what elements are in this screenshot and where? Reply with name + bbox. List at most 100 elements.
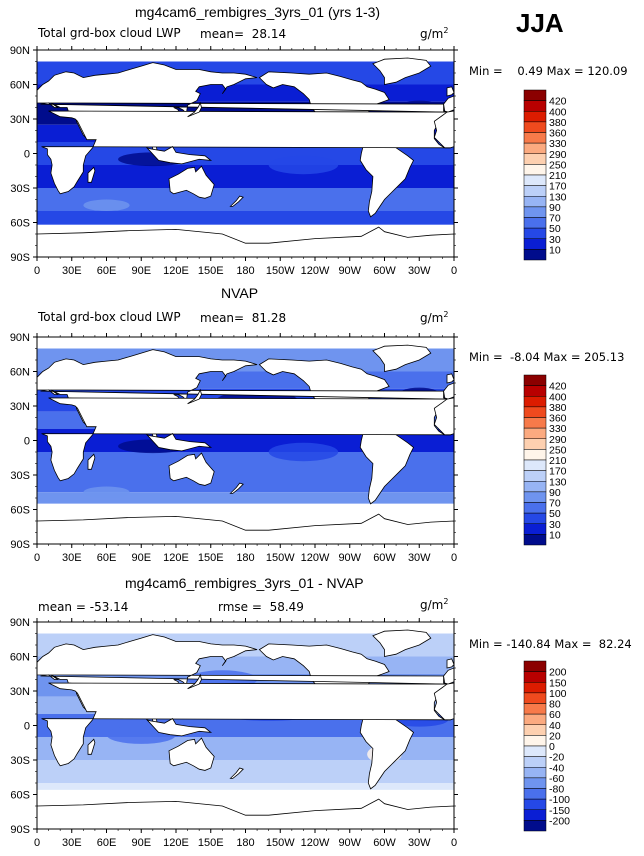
min-label: Min = — [469, 637, 503, 651]
continent-new-zealand — [229, 482, 244, 494]
lon-tick-label: 120E — [163, 837, 189, 849]
continent-uk — [446, 86, 454, 97]
continent-africa-west — [433, 110, 454, 149]
colorbar-label: 90 — [549, 487, 561, 499]
colorbar-swatch — [523, 89, 547, 101]
colorbar-label: 360 — [549, 128, 567, 140]
colorbar-swatch — [523, 809, 547, 821]
colorbar-swatch — [523, 660, 547, 672]
lon-tick-label: 30E — [62, 552, 82, 564]
units-sup: 2 — [443, 597, 449, 606]
max-value: 82.24 — [598, 637, 632, 651]
colorbar-swatch — [523, 111, 547, 123]
colorbar-swatch — [523, 217, 547, 229]
lon-tick-label: 150W — [266, 552, 295, 564]
colorbar-swatch — [523, 427, 547, 439]
colorbar-swatch — [523, 417, 547, 429]
colorbar-label: 290 — [549, 434, 567, 446]
map-plot-area — [37, 622, 454, 829]
max-label: Max = — [543, 350, 581, 364]
units-text: g/m — [420, 311, 444, 325]
lat-tick-label: 30S — [10, 183, 30, 195]
max-value: 120.09 — [587, 64, 628, 78]
colorbar-label: -40 — [549, 762, 564, 774]
lon-tick-label: 120E — [163, 552, 189, 564]
continent-japan — [187, 673, 202, 690]
continent-south-america — [359, 140, 415, 218]
colorbar-swatch — [523, 142, 547, 154]
continent-japan — [187, 101, 202, 118]
colorbar-label: 400 — [549, 391, 567, 403]
colorbar-swatch — [523, 227, 547, 239]
min-label: Min = — [469, 64, 503, 78]
colorbar-label: 100 — [549, 688, 567, 700]
continent-antarctica — [37, 226, 454, 257]
min-max-readout: Min = 0.49 Max = 120.09 — [469, 64, 628, 78]
colorbar-label: -100 — [549, 794, 570, 806]
min-value: 0.49 — [517, 64, 543, 78]
colorbar-swatch — [523, 132, 547, 144]
lat-tick-label: 90N — [10, 617, 30, 629]
colorbar-label: 170 — [549, 181, 567, 193]
colorbar-3: 200150100806040200-20-40-60-80-100-150-2… — [523, 660, 570, 832]
continent-greenland — [372, 57, 432, 85]
colorbar-label: 70 — [549, 213, 561, 225]
lon-tick-label: 90E — [131, 837, 151, 849]
mean-label: mean = -53.14 — [38, 600, 128, 614]
continent-new-zealand — [229, 767, 244, 779]
colorbar-swatch — [523, 745, 547, 757]
continent-indonesia — [145, 718, 213, 737]
colorbar-label: 0 — [549, 741, 555, 753]
continent-japan — [187, 388, 202, 405]
mean-text: mean= — [200, 311, 245, 325]
colorbar-swatch — [523, 121, 547, 133]
colorbar-swatch — [523, 438, 547, 450]
continent-uk — [446, 373, 454, 384]
field-label: Total grd-box cloud LWP — [38, 26, 181, 40]
lat-tick-label: 60S — [10, 790, 30, 802]
colorbar-label: 420 — [549, 381, 567, 393]
colorbar-swatch — [523, 396, 547, 408]
colorbar-swatch — [523, 174, 547, 186]
colorbar-swatch — [523, 671, 547, 683]
map-plot-area — [37, 50, 454, 257]
colorbar-swatch — [523, 449, 547, 461]
lon-tick-label: 90E — [131, 552, 151, 564]
min-value: -140.84 — [506, 637, 551, 651]
colorbar-swatch — [523, 491, 547, 503]
colorbar-label: 400 — [549, 106, 567, 118]
colorbar-label: 80 — [549, 699, 561, 711]
colorbar-label: 20 — [549, 730, 561, 742]
mean-text: mean = — [38, 600, 86, 614]
colorbar-label: -150 — [549, 805, 570, 817]
lat-tick-label: 30N — [10, 401, 30, 413]
lat-tick-label: 60N — [10, 652, 30, 664]
lat-tick-label: 60N — [10, 367, 30, 379]
lat-tick-label: 30S — [10, 755, 30, 767]
lat-tick-label: 90S — [10, 252, 30, 264]
colorbar-label: 380 — [549, 402, 567, 414]
lon-tick-label: 90E — [131, 265, 151, 277]
lon-tick-label: 60W — [373, 552, 396, 564]
field-label: Total grd-box cloud LWP — [38, 310, 181, 324]
colorbar-label: 40 — [549, 720, 561, 732]
lon-tick-label: 0 — [34, 552, 40, 564]
colorbar-swatch — [523, 185, 547, 197]
colorbar-swatch — [523, 249, 547, 261]
lon-tick-label: 120W — [301, 837, 330, 849]
lon-tick-label: 0 — [34, 837, 40, 849]
mean-value: 81.28 — [251, 311, 287, 325]
continent-africa — [41, 110, 451, 195]
units-text: g/m — [420, 598, 444, 612]
lon-tick-label: 150E — [198, 837, 224, 849]
mean-label: mean= 81.28 — [200, 311, 286, 325]
continent-uk — [446, 658, 454, 669]
continent-madagascar — [87, 166, 96, 183]
panel-title: NVAP — [221, 285, 259, 301]
lat-tick-label: 0 — [24, 149, 30, 161]
colorbar-swatch — [523, 196, 547, 208]
colorbar-label: 90 — [549, 202, 561, 214]
colorbar-label: 210 — [549, 455, 567, 467]
colorbar-swatch — [523, 512, 547, 524]
